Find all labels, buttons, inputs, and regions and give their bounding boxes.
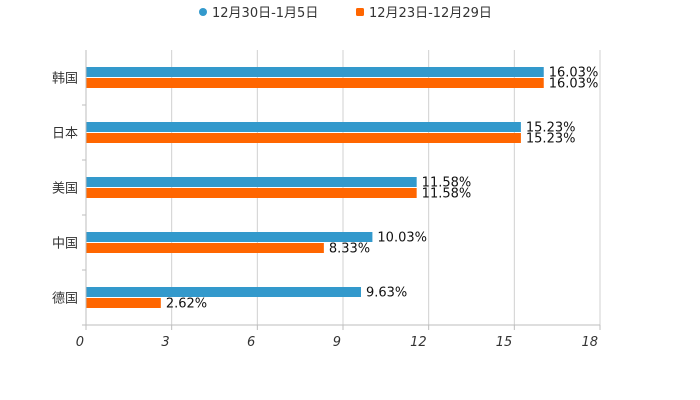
x-tick-label: 9 bbox=[333, 335, 341, 350]
legend-label: 12月23日-12月29日 bbox=[369, 6, 492, 21]
category-label: 中国 bbox=[52, 237, 78, 252]
grid-lines bbox=[85, 50, 601, 325]
value-label: 15.23% bbox=[526, 132, 576, 147]
value-label: 16.03% bbox=[549, 66, 599, 81]
x-tick-label: 6 bbox=[247, 335, 255, 350]
value-labels: 16.03%16.03% 15.23%15.23% 11.58%11.58% 10.0… bbox=[166, 66, 599, 312]
bar-series2 bbox=[86, 298, 161, 308]
value-label: 16.03% bbox=[549, 77, 599, 92]
category-label: 韩国 bbox=[52, 72, 78, 87]
bars bbox=[86, 67, 544, 308]
value-label: 10.03% bbox=[377, 231, 427, 246]
bar-series1 bbox=[86, 287, 361, 297]
category-label: 日本 bbox=[52, 127, 78, 142]
bar-series2 bbox=[86, 133, 521, 143]
bar-series1 bbox=[86, 67, 544, 77]
value-label: 11.58% bbox=[422, 176, 472, 191]
x-tick-label: 18 bbox=[581, 335, 598, 350]
legend-marker bbox=[199, 8, 207, 16]
legend-marker bbox=[356, 8, 364, 16]
value-label: 2.62% bbox=[166, 297, 207, 312]
x-tick-label: 15 bbox=[496, 335, 513, 350]
bar-series1 bbox=[86, 232, 373, 242]
bar-series1 bbox=[86, 177, 417, 187]
category-label: 德国 bbox=[52, 292, 78, 307]
bar-series2 bbox=[86, 78, 544, 88]
value-label: 9.63% bbox=[366, 286, 407, 301]
legend: 12月30日-1月5日 12月23日-12月29日 bbox=[199, 6, 492, 21]
legend-label: 12月30日-1月5日 bbox=[212, 6, 318, 21]
x-tick-label: 3 bbox=[161, 335, 169, 350]
x-tick-label: 12 bbox=[410, 335, 427, 350]
bar-series2 bbox=[86, 243, 324, 253]
value-label: 15.23% bbox=[526, 121, 576, 136]
bar-series1 bbox=[86, 122, 521, 132]
value-label: 11.58% bbox=[422, 187, 472, 202]
category-label: 美国 bbox=[52, 182, 78, 197]
value-label: 8.33% bbox=[329, 242, 370, 257]
bar-series2 bbox=[86, 188, 417, 198]
x-tick-label: 0 bbox=[76, 335, 84, 350]
